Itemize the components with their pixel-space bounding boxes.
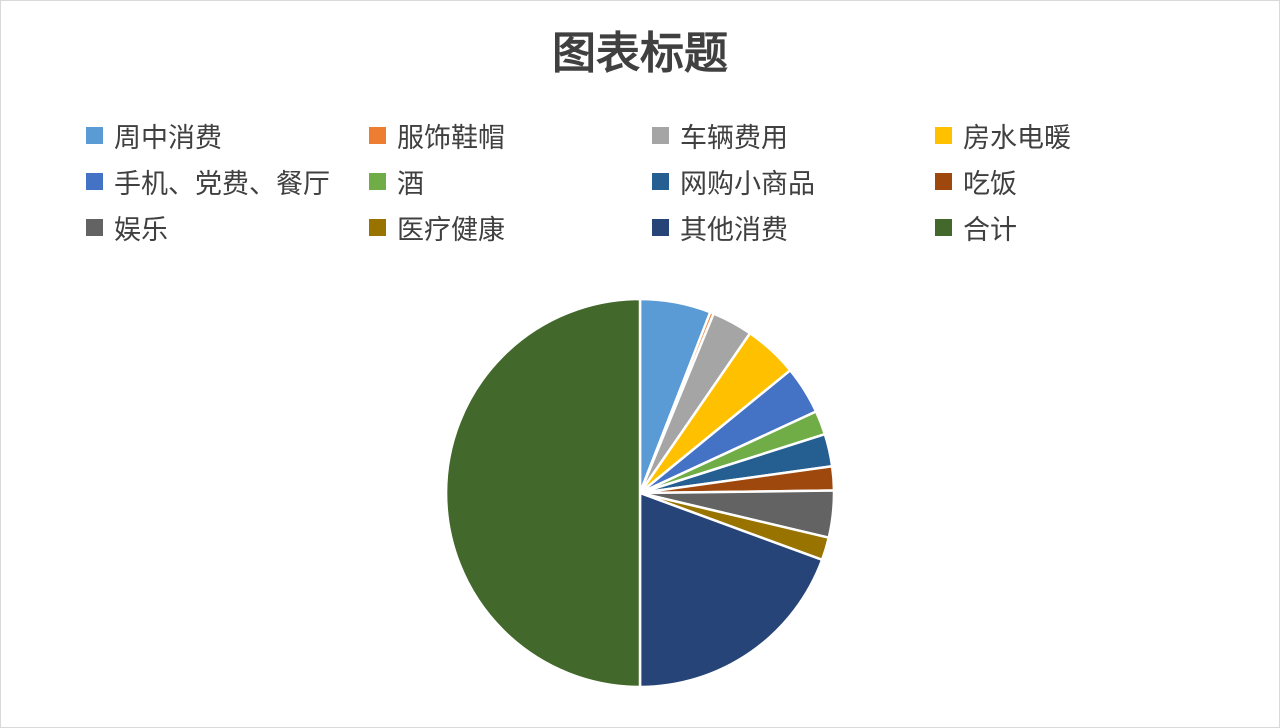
pie-slice [444, 297, 642, 689]
legend-swatch [86, 126, 103, 144]
legend-item: 周中消费 [86, 112, 369, 158]
legend-label: 房水电暖 [963, 122, 1071, 154]
legend-label: 网购小商品 [680, 168, 815, 200]
legend-item: 吃饭 [935, 158, 1218, 204]
legend-label: 车辆费用 [680, 122, 788, 154]
legend-item: 娱乐 [86, 204, 369, 250]
legend-label: 合计 [963, 214, 1017, 246]
legend-item: 合计 [935, 204, 1218, 250]
legend-swatch [652, 126, 669, 144]
legend-swatch [369, 218, 386, 236]
legend-item: 服饰鞋帽 [369, 112, 652, 158]
pie-chart [444, 297, 836, 689]
legend-item: 房水电暖 [935, 112, 1218, 158]
legend: 周中消费 服饰鞋帽 车辆费用 房水电暖手机、党费、餐厅 酒 网购小商品 吃饭娱乐 医疗健康 其他… [86, 112, 1226, 250]
legend-item: 其他消费 [652, 204, 935, 250]
legend-item: 手机、党费、餐厅 [86, 158, 369, 204]
legend-swatch [86, 172, 103, 190]
legend-swatch [935, 218, 952, 236]
legend-swatch [652, 218, 669, 236]
legend-label: 酒 [397, 168, 424, 200]
legend-swatch [86, 218, 103, 236]
legend-swatch [652, 172, 669, 190]
legend-label: 手机、党费、餐厅 [114, 168, 330, 200]
legend-label: 医疗健康 [397, 214, 505, 246]
legend-label: 服饰鞋帽 [397, 122, 505, 154]
legend-label: 娱乐 [114, 214, 168, 246]
chart-title: 图表标题 [552, 28, 728, 79]
legend-item: 酒 [369, 158, 652, 204]
pie-slice [638, 491, 824, 689]
legend-swatch [935, 126, 952, 144]
legend-item: 车辆费用 [652, 112, 935, 158]
legend-swatch [369, 126, 386, 144]
legend-swatch [935, 172, 952, 190]
legend-label: 其他消费 [680, 214, 788, 246]
legend-item: 医疗健康 [369, 204, 652, 250]
legend-item: 网购小商品 [652, 158, 935, 204]
legend-label: 吃饭 [963, 168, 1017, 200]
legend-swatch [369, 172, 386, 190]
legend-label: 周中消费 [114, 122, 222, 154]
